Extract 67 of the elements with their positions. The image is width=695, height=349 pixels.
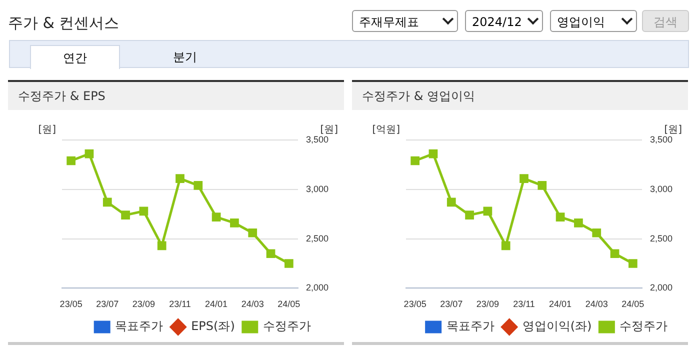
y2-tick-label: 3,000 (306, 184, 329, 194)
point (284, 259, 294, 268)
chart-title: 수정주가 & EPS (8, 82, 344, 110)
x-tick-label: 23/05 (404, 299, 426, 310)
text: 영업이익 (557, 15, 605, 29)
point (483, 206, 492, 216)
point (248, 228, 258, 238)
point (102, 198, 112, 207)
point (446, 198, 456, 207)
point (501, 241, 510, 250)
x-tick-label: 24/05 (278, 299, 300, 310)
text: 분기 (172, 49, 198, 66)
point (66, 156, 76, 166)
x-tick-label: 23/11 (513, 299, 535, 310)
x-tick-label: 24/01 (549, 299, 572, 310)
point (520, 174, 528, 183)
text: 2024/12 (472, 15, 522, 29)
y2-axis-title: [원] (664, 124, 682, 136)
point (465, 210, 474, 220)
point (266, 249, 276, 258)
y2-tick-label: 2,000 (650, 282, 673, 293)
x-tick-label: 23/07 (96, 299, 119, 310)
point (428, 149, 438, 158)
point (610, 249, 620, 258)
legend-label: 영업이익(좌) (522, 319, 592, 334)
x-tick-label: 24/05 (622, 299, 644, 310)
point (574, 218, 583, 228)
text: 주재무제표 (359, 15, 419, 29)
point (157, 241, 166, 250)
point (538, 181, 547, 190)
point (410, 156, 420, 166)
x-tick-label: 23/07 (440, 299, 463, 310)
x-tick-label: 24/03 (241, 299, 264, 310)
x-tick-label: 23/09 (476, 299, 499, 310)
y2-tick-label: 3,500 (306, 134, 329, 144)
y2-tick-label: 3,500 (650, 134, 673, 144)
y2-tick-label: 2,000 (306, 282, 329, 293)
point (121, 210, 130, 220)
point (592, 228, 602, 238)
legend-label: 수정주가 (620, 319, 668, 334)
text: 주가 & 컨센서스 (8, 14, 120, 33)
point (176, 174, 184, 183)
y2-axis-title: [원] (320, 124, 338, 136)
text: 연간 (30, 45, 120, 69)
y2-tick-label: 2,500 (650, 233, 673, 244)
legend-label: 수정주가 (262, 319, 311, 334)
x-tick-label: 23/11 (169, 299, 191, 310)
x-tick-label: 24/03 (585, 299, 608, 310)
point (556, 212, 565, 222)
point (628, 259, 638, 268)
point (84, 149, 94, 158)
point (194, 181, 203, 190)
x-tick-label: 23/05 (60, 299, 82, 310)
y2-tick-label: 2,500 (306, 233, 329, 244)
point (139, 206, 148, 216)
x-tick-label: 23/09 (132, 299, 155, 310)
chart-title: 수정주가 & 영업이익 (352, 82, 688, 110)
x-tick-label: 24/01 (205, 299, 228, 310)
point (212, 212, 221, 222)
y2-tick-label: 3,000 (650, 184, 673, 194)
legend-label: 목표주가 (446, 319, 494, 334)
point (230, 218, 239, 228)
y-axis-title: [원] (38, 124, 56, 136)
legend-label: 목표주가 (115, 319, 164, 334)
text: 검색 (642, 10, 689, 32)
y-axis-title: [억원] (372, 124, 400, 136)
legend-label: EPS(좌) (191, 319, 235, 334)
